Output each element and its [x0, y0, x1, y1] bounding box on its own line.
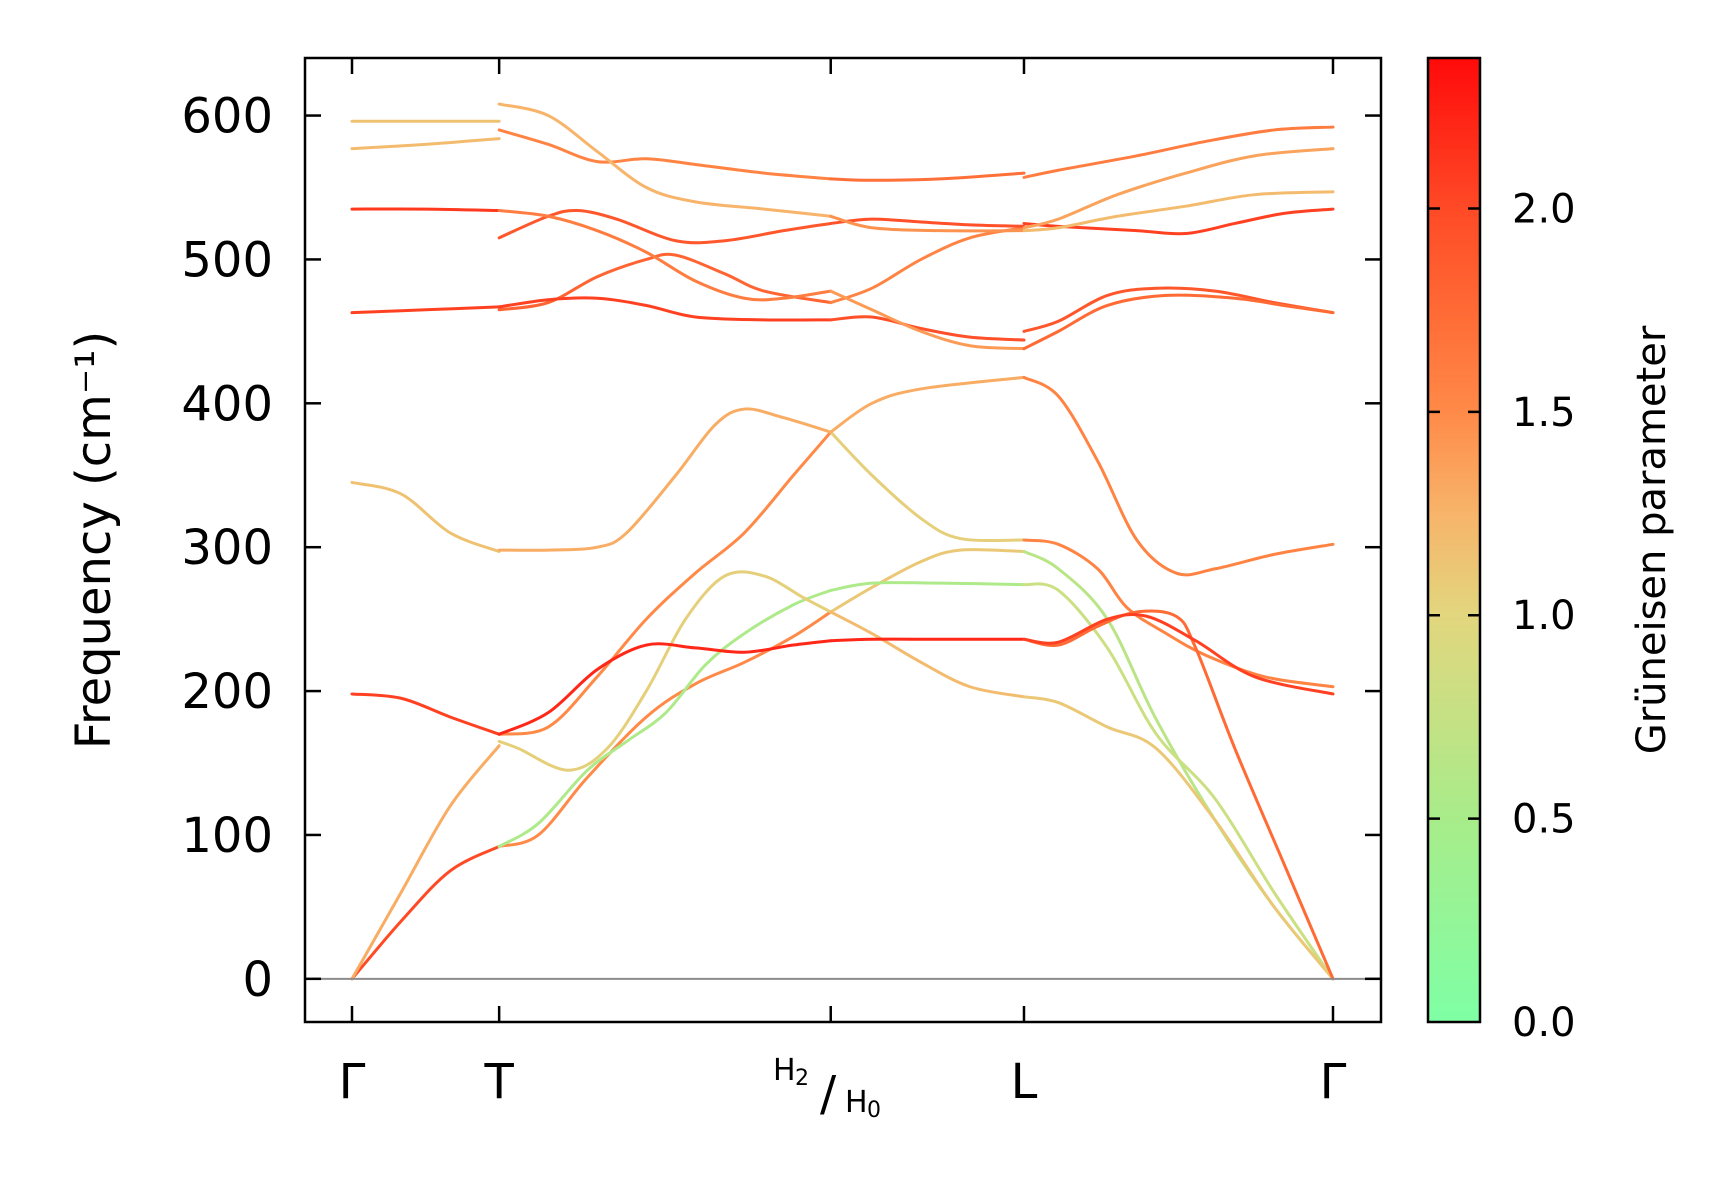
h-point-label-bottom-sub: 0	[867, 1098, 881, 1123]
phonon-band-4	[350, 305, 501, 315]
phonon-band-12	[497, 639, 833, 736]
phonon-band-11	[497, 430, 833, 736]
phonon-band-30	[829, 171, 1026, 182]
phonon-band-44	[1022, 125, 1335, 179]
phonon-band-16	[497, 208, 833, 245]
phonon-band-0	[350, 844, 501, 981]
phonon-band-18	[497, 128, 833, 181]
cb-tick-label-0: 0.0	[1512, 1000, 1576, 1046]
phonon-band-38	[1022, 612, 1335, 696]
phonon-band-36	[1022, 609, 1335, 981]
h-point-label-top: H	[773, 1053, 796, 1088]
y-tick-label-300: 300	[181, 520, 273, 576]
phonon-band-13	[497, 407, 833, 552]
h-point-label-bottom: H	[845, 1085, 868, 1120]
phonon-band-29	[829, 289, 1026, 351]
phonon-band-33	[1022, 582, 1335, 981]
cb-tick-label-1: 0.5	[1512, 797, 1576, 843]
h-point-label-slash: /	[820, 1066, 837, 1122]
phonon-band-19	[497, 102, 833, 218]
phonon-band-21	[829, 581, 1026, 592]
cb-tick-label-4: 2.0	[1512, 186, 1576, 232]
phonon-band-26	[829, 226, 1026, 305]
x-tick-label-1: T	[483, 1054, 514, 1110]
phonon-band-1	[350, 744, 501, 981]
phonon-band-15	[497, 296, 833, 322]
phonon-band-2	[350, 692, 501, 736]
cb-tick-label-2: 1.0	[1512, 593, 1576, 639]
phonon-band-8	[497, 610, 833, 848]
bands-layer	[350, 102, 1335, 981]
x-tick-label-3: L	[1011, 1054, 1038, 1110]
plot-frame	[303, 56, 1383, 1024]
y-axis-ticks: 0 100 200 300 400 500 600	[181, 89, 1381, 1008]
phonon-band-27	[829, 315, 1026, 342]
y-tick-label-200: 200	[181, 664, 273, 720]
colorbar-title: Grüneisen parameter	[1629, 325, 1675, 754]
y-axis-title: Frequency (cm⁻¹)	[66, 331, 122, 749]
h-point-label-top-sub: 2	[795, 1066, 809, 1091]
phonon-band-34	[1022, 695, 1335, 981]
phonon-band-42	[1022, 190, 1335, 233]
x-tick-label-0: Γ	[339, 1054, 366, 1110]
phonon-band-37	[1022, 375, 1335, 577]
cb-tick-label-3: 1.5	[1512, 390, 1576, 436]
phonon-band-20	[829, 548, 1026, 614]
phonon-band-23	[829, 430, 1026, 543]
phonon-band-28	[829, 217, 1026, 228]
colorbar	[1426, 56, 1482, 1024]
x-tick-label-4: Γ	[1320, 1054, 1347, 1110]
phonon-band-25	[829, 375, 1026, 434]
phonon-band-35	[1022, 538, 1335, 689]
phonon-band-6	[350, 137, 501, 151]
colorbar-ticks: 0.0 0.5 1.0 1.5 2.0	[1428, 186, 1576, 1046]
phonon-band-10	[497, 570, 833, 772]
phonon-band-43	[1022, 147, 1335, 230]
y-tick-label-500: 500	[181, 232, 273, 288]
phonon-band-31	[829, 214, 1026, 233]
phonon-band-3	[350, 480, 501, 554]
phonon-band-40	[1022, 293, 1335, 351]
y-tick-label-400: 400	[181, 376, 273, 432]
phonon-band-24	[829, 637, 1026, 643]
y-tick-label-600: 600	[181, 89, 273, 145]
phonon-band-9	[497, 588, 833, 848]
phonon-band-32	[1022, 550, 1335, 981]
y-tick-label-100: 100	[181, 808, 273, 864]
phonon-band-22	[829, 610, 1026, 699]
phonon-band-17	[497, 209, 833, 302]
phonon-band-5	[350, 207, 501, 213]
h-point-label: H 2 / H 0	[773, 1053, 881, 1123]
y-tick-label-0: 0	[242, 952, 273, 1008]
